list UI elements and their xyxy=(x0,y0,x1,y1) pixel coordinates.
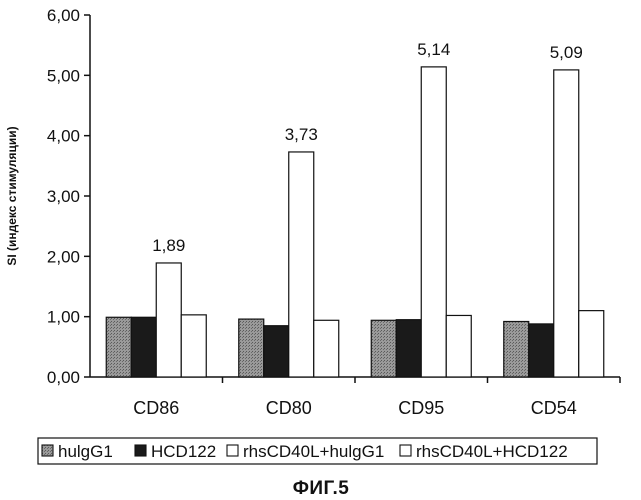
bar-hcd122 xyxy=(395,319,422,378)
bar-rhscd40l-hcd122 xyxy=(180,314,207,378)
bar-rhscd40l-hulgg1 xyxy=(553,69,580,378)
bar-rhscd40l-hulgg1 xyxy=(155,262,182,378)
legend-swatch xyxy=(41,444,54,457)
y-axis: 0,00 1,00 2,00 3,00 4,00 5,00 6,00 xyxy=(47,6,91,387)
bar-rhscd40l-hcd122 xyxy=(445,314,472,378)
bar-hulgg1 xyxy=(503,320,530,378)
y-tick-label: 1,00 xyxy=(47,308,80,327)
legend-label: HCD122 xyxy=(151,442,216,461)
bar-hulgg1 xyxy=(370,319,397,378)
data-label: 5,09 xyxy=(550,43,583,62)
bar-hulgg1 xyxy=(105,316,132,378)
y-tick-label: 3,00 xyxy=(47,187,80,206)
legend-label: rhsCD40L+hulgG1 xyxy=(243,442,384,461)
legend: hulgG1 HCD122 rhsCD40L+hulgG1 rhsCD40L+HCD1… xyxy=(37,437,598,465)
y-tick-label: 4,00 xyxy=(47,127,80,146)
bar-hulgg1 xyxy=(238,318,265,378)
bar-hcd122 xyxy=(130,316,157,378)
bar-hcd122 xyxy=(528,323,555,378)
legend-swatch xyxy=(399,444,412,457)
x-category-label: CD80 xyxy=(266,398,312,418)
y-axis-title: SI (индекс стимуляции) xyxy=(5,126,19,265)
x-category-label: CD95 xyxy=(398,398,444,418)
x-category-label: CD86 xyxy=(133,398,179,418)
data-label: 1,89 xyxy=(152,236,185,255)
legend-frame xyxy=(37,437,598,465)
bar-hcd122 xyxy=(263,325,290,378)
figure-caption: ФИГ.5 xyxy=(293,478,350,499)
y-tick-label: 6,00 xyxy=(47,6,80,25)
legend-label: rhsCD40L+HCD122 xyxy=(416,442,568,461)
legend-label: hulgG1 xyxy=(58,442,113,461)
x-axis: CD86 CD80 CD95 CD54 xyxy=(90,376,621,418)
bar-rhscd40l-hcd122 xyxy=(313,319,340,378)
legend-swatch xyxy=(134,444,147,457)
data-labels: 1,89 3,73 5,14 5,09 xyxy=(152,40,583,255)
bars xyxy=(105,66,605,378)
data-label: 3,73 xyxy=(285,125,318,144)
legend-swatch xyxy=(226,444,239,457)
y-tick-label: 2,00 xyxy=(47,247,80,266)
y-tick-label: 5,00 xyxy=(47,66,80,85)
bar-rhscd40l-hulgg1 xyxy=(420,66,447,378)
x-category-label: CD54 xyxy=(531,398,577,418)
data-label: 5,14 xyxy=(417,40,450,59)
bar-rhscd40l-hulgg1 xyxy=(288,151,315,378)
bar-rhscd40l-hcd122 xyxy=(578,310,605,378)
y-tick-label: 0,00 xyxy=(47,368,80,387)
